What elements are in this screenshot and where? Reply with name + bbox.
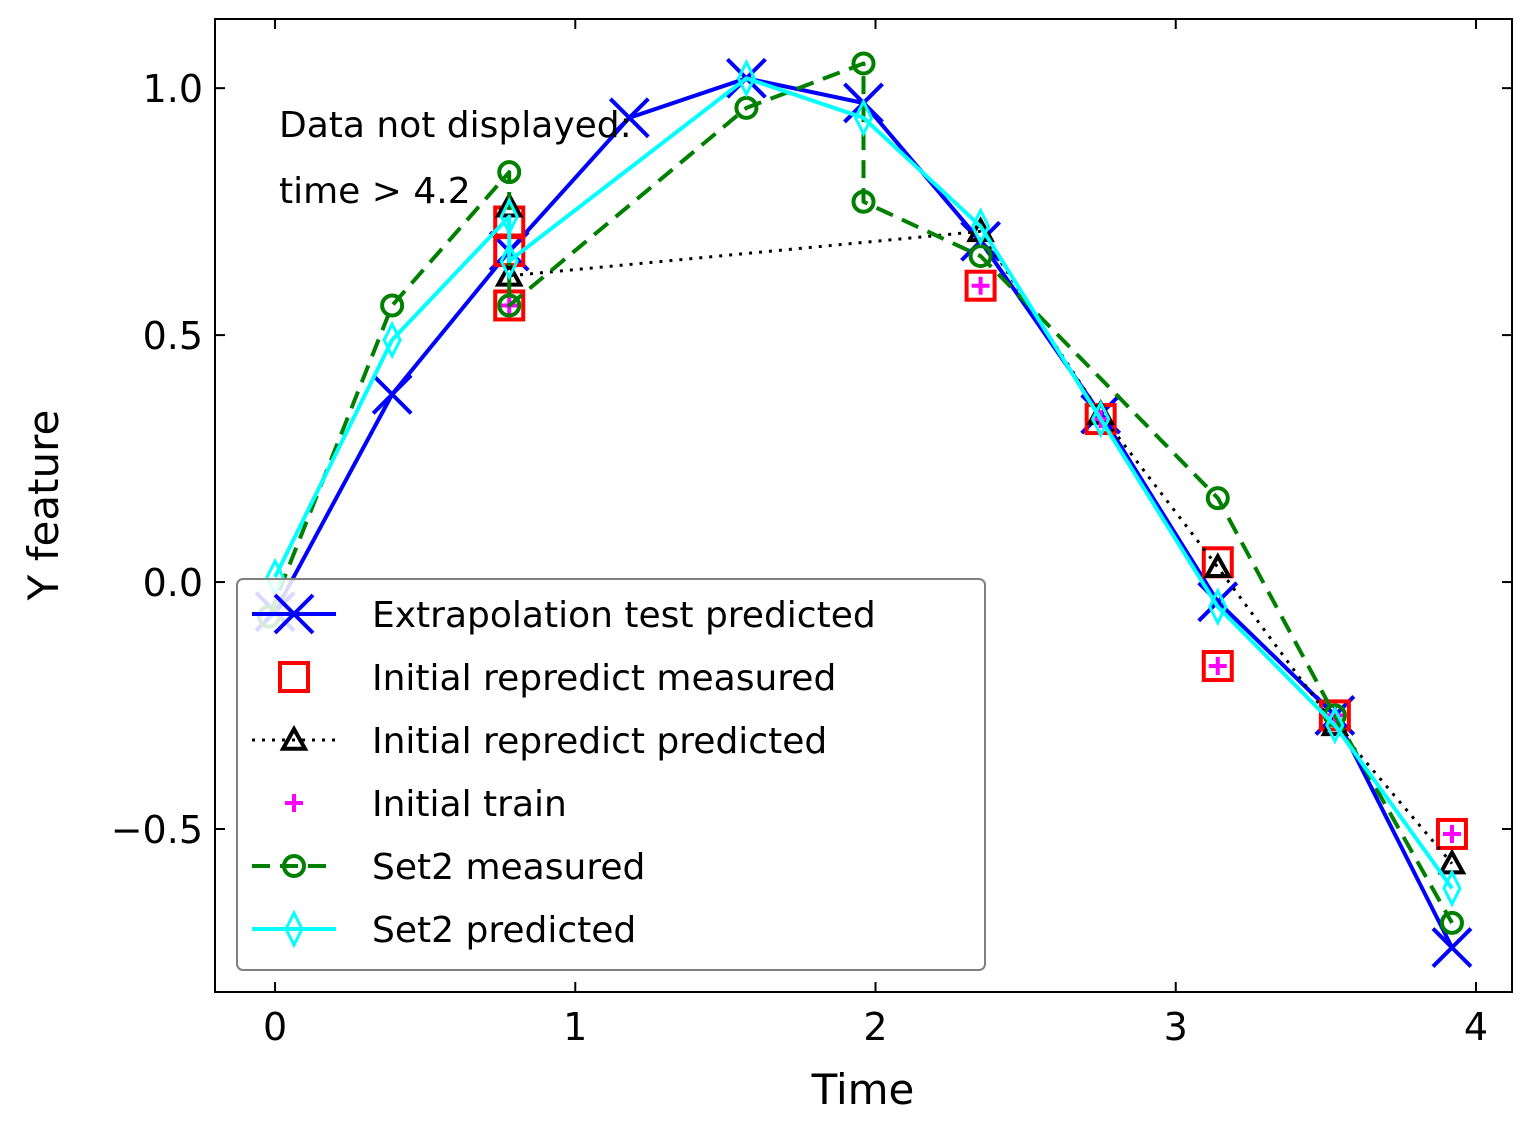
series-4: [257, 51, 1464, 935]
legend-label-2: Initial repredict predicted: [372, 721, 827, 762]
data-point-1-8: [1435, 817, 1468, 850]
legend-entry-5: Set2 predicted: [252, 909, 636, 951]
x-tick-label: 4: [1464, 1005, 1488, 1049]
data-point-3-5: [1442, 824, 1461, 843]
data-point-4-8: [1205, 486, 1230, 511]
data-point-0-3: [608, 97, 650, 139]
legend-label-4: Set2 measured: [372, 847, 645, 888]
legend-entry-1: Initial repredict measured: [278, 658, 836, 699]
data-point-4-1: [380, 293, 405, 318]
y-tick-label: −0.5: [111, 808, 203, 852]
data-point-3-3: [1208, 657, 1227, 676]
data-point-5-4: [736, 58, 757, 98]
data-point-1-7: [1318, 699, 1351, 732]
legend-entry-3: Initial train: [285, 784, 567, 825]
y-tick-label: 0.5: [143, 314, 203, 358]
x-tick-label: 2: [863, 1005, 887, 1049]
x-tick-label: 0: [263, 1005, 287, 1049]
legend-entry-0: Extrapolation test predicted: [252, 593, 876, 636]
annotation-line-2: time > 4.2: [279, 171, 471, 212]
x-tick-label: 3: [1164, 1005, 1188, 1049]
data-point-5-1: [382, 320, 402, 360]
legend-marker-5: [284, 909, 304, 949]
data-point-1-3: [964, 269, 997, 302]
legend-marker-2: [279, 724, 309, 751]
data-point-2-4: [1203, 552, 1233, 579]
y-axis-label: Y feature: [19, 410, 68, 602]
data-point-0-1: [371, 373, 413, 415]
legend-marker-4: [282, 854, 306, 878]
x-axis-label: Time: [811, 1065, 915, 1114]
plot-area: [254, 51, 1473, 968]
data-point-5-6: [970, 207, 991, 246]
legend-entry-4: Set2 measured: [252, 847, 645, 888]
data-point-3-1: [971, 276, 990, 295]
legend-marker-0: [273, 593, 315, 635]
data-point-5-9: [1325, 705, 1345, 745]
legend-label-1: Initial repredict measured: [372, 658, 836, 699]
legend-label-5: Set2 predicted: [372, 910, 636, 951]
data-point-5-10: [1442, 868, 1462, 908]
data-point-4-7: [968, 244, 993, 269]
data-point-5-8: [1208, 587, 1228, 627]
y-tick-label: 1.0: [143, 67, 203, 111]
annotations: Data not displayed: time > 4.2: [279, 105, 632, 212]
data-point-4-4: [734, 95, 759, 120]
legend-marker-3: [285, 794, 303, 812]
legend-label-0: Extrapolation test predicted: [372, 595, 876, 636]
annotation-line-1: Data not displayed:: [279, 105, 632, 146]
axis-ticks: 0 1 2 3 4 −0.5 0.0 0.5 1.0: [111, 19, 1512, 1049]
x-tick-label: 1: [563, 1005, 587, 1049]
legend-marker-1: [278, 661, 310, 693]
data-point-4-6: [851, 189, 876, 214]
series-line-5: [273, 76, 1454, 890]
legend-label-3: Initial train: [372, 784, 567, 825]
data-point-4-10: [1439, 910, 1464, 935]
series-3: [500, 276, 1461, 843]
data-point-5-7: [1091, 399, 1111, 439]
data-point-5-2: [499, 197, 519, 236]
data-point-1-6: [1201, 650, 1234, 683]
legend: Extrapolation test predicted Initial repr…: [236, 578, 986, 971]
legend-entry-2: Initial repredict predicted: [252, 721, 827, 762]
data-point-4-2: [497, 160, 522, 185]
axes-frame: [214, 18, 1513, 993]
data-point-5-5: [853, 98, 874, 138]
data-point-4-5: [851, 51, 876, 76]
series-5: [265, 58, 1462, 908]
data-point-5-3: [499, 241, 519, 281]
series-line-4: [267, 61, 1454, 924]
data-point-4-3: [497, 293, 522, 318]
y-tick-label: 0.0: [143, 561, 203, 605]
legend-box: [236, 578, 986, 971]
data-point-0-10: [1431, 927, 1473, 968]
